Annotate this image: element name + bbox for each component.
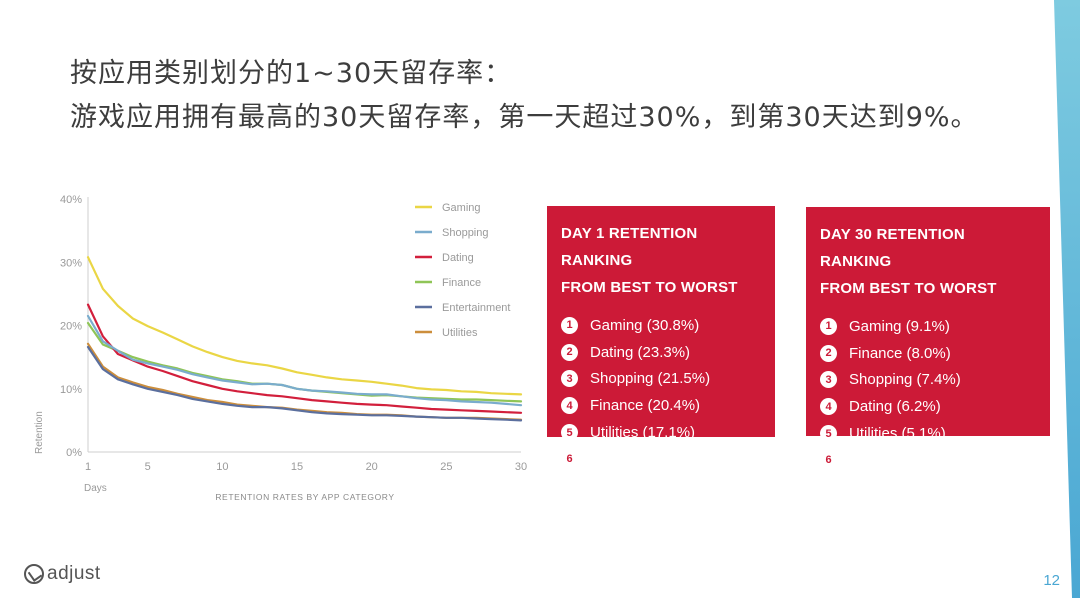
day30-panel-title-line-2: FROM BEST TO WORST xyxy=(820,280,997,297)
x-tick-label: 10 xyxy=(216,461,228,473)
rank-label: Gaming (9.1%) xyxy=(849,317,950,335)
x-axis-label: Days xyxy=(84,483,107,494)
legend-label-gaming: Gaming xyxy=(442,202,481,214)
series-line-gaming xyxy=(86,256,523,396)
x-tick-label: 30 xyxy=(515,461,527,473)
legend-label-entertainment: Entertainment xyxy=(442,302,510,314)
day1-rank-row: 1 Gaming (30.8%) xyxy=(561,312,761,339)
day1-rank-row: 2 Dating (23.3%) xyxy=(561,339,761,366)
series-line-shopping xyxy=(86,314,523,407)
x-tick-label: 1 xyxy=(85,461,91,473)
rank-number-badge: 1 xyxy=(820,317,837,335)
series-line-entertainment xyxy=(86,345,523,422)
rank-label: Shopping (7.4%) xyxy=(849,371,961,389)
rank-number-badge: 3 xyxy=(561,370,578,388)
headline-line-1: 按应用类别划分的1~30天留存率： xyxy=(70,58,513,89)
headline: 按应用类别划分的1~30天留存率： 游戏应用拥有最高的30天留存率，第一天超过3… xyxy=(70,52,979,140)
x-tick-label: 20 xyxy=(366,461,378,473)
day1-ranking-panel: DAY 1 RETENTION RANKING FROM BEST TO WOR… xyxy=(547,206,775,468)
rank-number-badge: 6 xyxy=(561,450,578,468)
legend-label-dating: Dating xyxy=(442,252,474,264)
series-line-dating xyxy=(86,303,523,414)
day30-ranking-panel: DAY 30 RETENTION RANKING FROM BEST TO WO… xyxy=(806,207,1050,469)
y-axis-label: Retention xyxy=(34,411,45,454)
rank-label: Entertainment (16.6%) xyxy=(590,450,741,468)
rank-label: Entertainment (5.0%) xyxy=(849,451,991,469)
day1-rank-row: 5 Utilities (17.1%) xyxy=(561,419,761,446)
rank-label: Utilities (5.1%) xyxy=(849,425,946,443)
day1-panel-title-line-2: FROM BEST TO WORST xyxy=(561,279,738,296)
y-tick-label: 30% xyxy=(60,257,82,269)
y-tick-label: 20% xyxy=(60,321,82,333)
rank-number-badge: 2 xyxy=(820,344,837,362)
x-tick-label: 15 xyxy=(291,461,303,473)
day1-panel-title-line-1: DAY 1 RETENTION RANKING xyxy=(561,225,698,269)
day1-rank-row: 3 Shopping (21.5%) xyxy=(561,366,761,393)
legend-label-shopping: Shopping xyxy=(442,227,489,239)
rank-number-badge: 4 xyxy=(561,397,578,415)
day30-rank-row: 4 Dating (6.2%) xyxy=(820,393,1036,420)
x-tick-label: 25 xyxy=(440,461,452,473)
x-tick-label: 5 xyxy=(145,461,151,473)
page-number: 12 xyxy=(1043,572,1060,589)
y-tick-label: 40% xyxy=(60,194,82,206)
day30-rank-row: 5 Utilities (5.1%) xyxy=(820,420,1036,447)
chart-caption: RETENTION RATES BY APP CATEGORY xyxy=(215,492,394,502)
y-tick-label: 10% xyxy=(60,384,82,396)
rank-label: Shopping (21.5%) xyxy=(590,370,711,388)
adjust-logo: adjust xyxy=(24,563,101,585)
accent-strip xyxy=(1054,0,1080,598)
rank-number-badge: 2 xyxy=(561,343,578,361)
rank-number-badge: 1 xyxy=(561,316,578,334)
rank-number-badge: 3 xyxy=(820,371,837,389)
headline-line-2: 游戏应用拥有最高的30天留存率，第一天超过30%，到第30天达到9%。 xyxy=(70,102,979,133)
day1-rank-list: 1 Gaming (30.8%) 2 Dating (23.3%) 3 Shoppin… xyxy=(561,312,761,473)
legend-label-finance: Finance xyxy=(442,277,481,289)
day1-rank-row: 4 Finance (20.4%) xyxy=(561,392,761,419)
day30-rank-list: 1 Gaming (9.1%) 2 Finance (8.0%) 3 Shopping… xyxy=(820,313,1036,474)
rank-label: Utilities (17.1%) xyxy=(590,424,696,442)
day1-rank-row: 6 Entertainment (16.6%) xyxy=(561,446,761,473)
day30-rank-row: 1 Gaming (9.1%) xyxy=(820,313,1036,340)
day30-panel-title-line-1: DAY 30 RETENTION RANKING xyxy=(820,226,965,270)
rank-label: Finance (20.4%) xyxy=(590,397,701,415)
rank-label: Finance (8.0%) xyxy=(849,344,951,362)
day30-rank-row: 6 Entertainment (5.0%) xyxy=(820,447,1036,474)
rank-number-badge: 6 xyxy=(820,451,837,469)
rank-label: Dating (23.3%) xyxy=(590,343,691,361)
logo-text: adjust xyxy=(47,563,101,584)
rank-label: Dating (6.2%) xyxy=(849,398,941,416)
y-tick-label: 0% xyxy=(66,447,82,459)
rank-number-badge: 4 xyxy=(820,398,837,416)
adjust-logo-icon xyxy=(24,564,44,584)
day30-rank-row: 2 Finance (8.0%) xyxy=(820,340,1036,367)
rank-number-badge: 5 xyxy=(820,425,837,443)
day30-rank-row: 3 Shopping (7.4%) xyxy=(820,367,1036,394)
rank-label: Gaming (30.8%) xyxy=(590,316,700,334)
rank-number-badge: 5 xyxy=(561,424,578,442)
retention-line-chart: 0%10%20%30%40%1 5 10 15 20 25 30RetentionDaysR… xyxy=(34,194,527,502)
legend-label-utilities: Utilities xyxy=(442,327,478,339)
series-line-utilities xyxy=(86,342,523,421)
